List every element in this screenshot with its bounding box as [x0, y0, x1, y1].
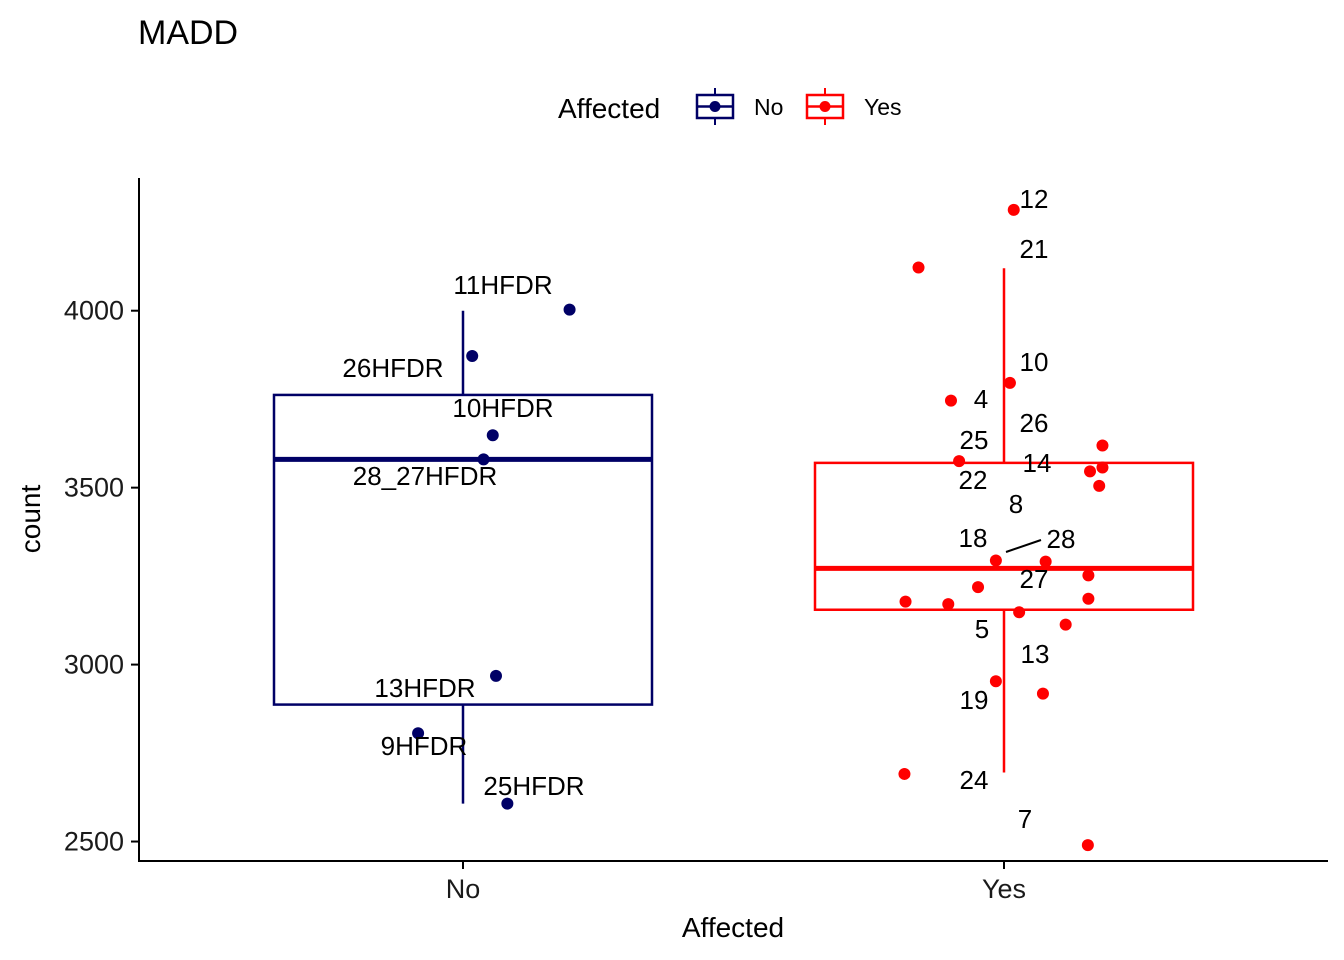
point-yes-8	[912, 261, 925, 274]
point-yes-10	[944, 394, 957, 407]
point-yes-11	[1096, 439, 1109, 452]
box-no	[272, 310, 654, 804]
x-tick-label-no: No	[446, 874, 481, 904]
box-yes	[813, 268, 1195, 773]
point-yes-26	[1036, 687, 1049, 700]
point-yes-23	[1013, 606, 1026, 619]
label-connector-28	[1005, 539, 1042, 553]
point-label-no-10hfdr: 10HFDR	[452, 393, 553, 423]
point-label-yes-18: 18	[959, 523, 988, 553]
box-iqr-no	[272, 393, 654, 706]
legend-label-no: No	[754, 94, 783, 120]
x-axis-title: Affected	[682, 912, 784, 943]
point-no-5	[412, 727, 425, 740]
point-yes-15	[1093, 479, 1106, 492]
point-yes-27	[898, 767, 911, 780]
point-label-yes-28: 28	[1047, 524, 1076, 554]
legend-key-point-no	[709, 101, 721, 112]
y-axis-title: count	[15, 485, 46, 554]
legend-item-no: No	[695, 88, 783, 125]
point-yes-7	[1007, 203, 1020, 216]
point-label-yes-26: 26	[1020, 408, 1049, 438]
point-label-no-11hfdr: 11HFDR	[453, 270, 552, 300]
box-iqr-yes	[813, 461, 1195, 611]
legend-title: Affected	[558, 93, 660, 124]
point-label-yes-8: 8	[1009, 489, 1023, 519]
point-yes-20	[1082, 592, 1095, 605]
y-tick-label-4000: 4000	[64, 296, 124, 326]
point-yes-25	[989, 675, 1002, 688]
point-no-0	[563, 303, 576, 316]
point-label-yes-25: 25	[960, 425, 989, 455]
point-yes-21	[899, 595, 912, 608]
point-label-yes-10: 10	[1020, 347, 1049, 377]
point-label-yes-12: 12	[1020, 184, 1049, 214]
point-label-yes-22: 22	[959, 465, 988, 495]
point-yes-14	[1084, 465, 1097, 478]
point-yes-9	[1003, 376, 1016, 389]
point-yes-12	[953, 455, 966, 468]
point-no-4	[490, 669, 503, 682]
legend-key-point-yes	[819, 101, 831, 112]
point-yes-22	[942, 598, 955, 611]
x-tick-label-yes: Yes	[982, 874, 1026, 904]
point-yes-24	[1059, 618, 1072, 631]
legend-item-yes: Yes	[805, 88, 902, 125]
point-label-no-25hfdr: 25HFDR	[483, 771, 584, 801]
point-no-6	[501, 797, 514, 810]
point-yes-18	[1082, 569, 1095, 582]
point-label-yes-13: 13	[1021, 639, 1050, 669]
chart-title: MADD	[138, 14, 238, 52]
point-yes-28	[1081, 839, 1094, 852]
point-label-no-28-27hfdr: 28_27HFDR	[353, 461, 498, 491]
legend-label-yes: Yes	[864, 94, 902, 120]
point-yes-16	[989, 554, 1002, 567]
point-no-1	[466, 350, 479, 363]
point-no-2	[486, 429, 499, 442]
point-yes-17	[1039, 555, 1052, 568]
point-label-yes-24: 24	[960, 765, 989, 795]
legend: Affected No Yes	[558, 88, 902, 125]
point-label-no-9hfdr: 9HFDR	[381, 731, 468, 761]
point-label-yes-14: 14	[1023, 448, 1052, 478]
point-label-yes-5: 5	[975, 614, 989, 644]
point-yes-19	[972, 581, 985, 594]
y-tick-label-3500: 3500	[64, 473, 124, 503]
point-label-no-13hfdr: 13HFDR	[374, 673, 475, 703]
point-label-yes-21: 21	[1020, 234, 1049, 264]
point-label-yes-4: 4	[974, 384, 988, 414]
point-yes-13	[1096, 461, 1109, 474]
point-label-yes-7: 7	[1018, 804, 1032, 834]
point-label-no-26hfdr: 26HFDR	[342, 353, 443, 383]
point-label-yes-19: 19	[960, 685, 989, 715]
y-tick-label-2500: 2500	[64, 827, 124, 857]
y-tick-label-3000: 3000	[64, 650, 124, 680]
point-label-yes-27: 27	[1020, 564, 1049, 594]
point-no-3	[477, 453, 490, 466]
